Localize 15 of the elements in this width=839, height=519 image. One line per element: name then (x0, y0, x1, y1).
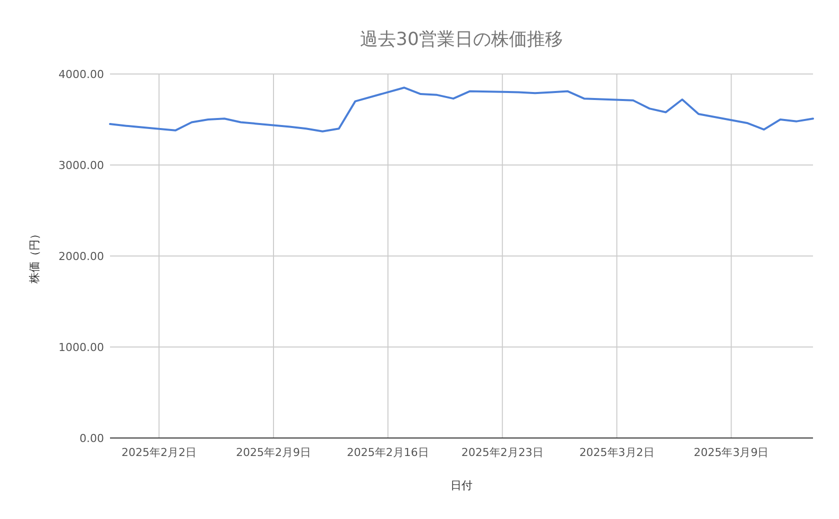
x-tick-label: 2025年2月2日 (122, 446, 197, 459)
y-tick-label: 3000.00 (58, 158, 104, 172)
x-tick-label: 2025年3月2日 (579, 446, 654, 459)
line-series (109, 86, 814, 132)
chart-title: 過去30営業日の株価推移 (360, 29, 563, 50)
y-tick-label: 4000.00 (58, 68, 104, 81)
x-tick-label: 2025年3月9日 (694, 446, 769, 459)
y-tick-label: 1000.00 (58, 340, 104, 354)
y-tick-label: 0.00 (80, 432, 104, 445)
y-axis-title: 株価（円） (28, 228, 41, 284)
x-axis-title: 日付 (450, 479, 472, 492)
x-tick-label: 2025年2月23日 (461, 446, 544, 459)
x-tick-label: 2025年2月9日 (236, 446, 311, 459)
x-tick-label: 2025年2月16日 (346, 446, 429, 459)
y-tick-label: 2000.00 (58, 250, 104, 263)
